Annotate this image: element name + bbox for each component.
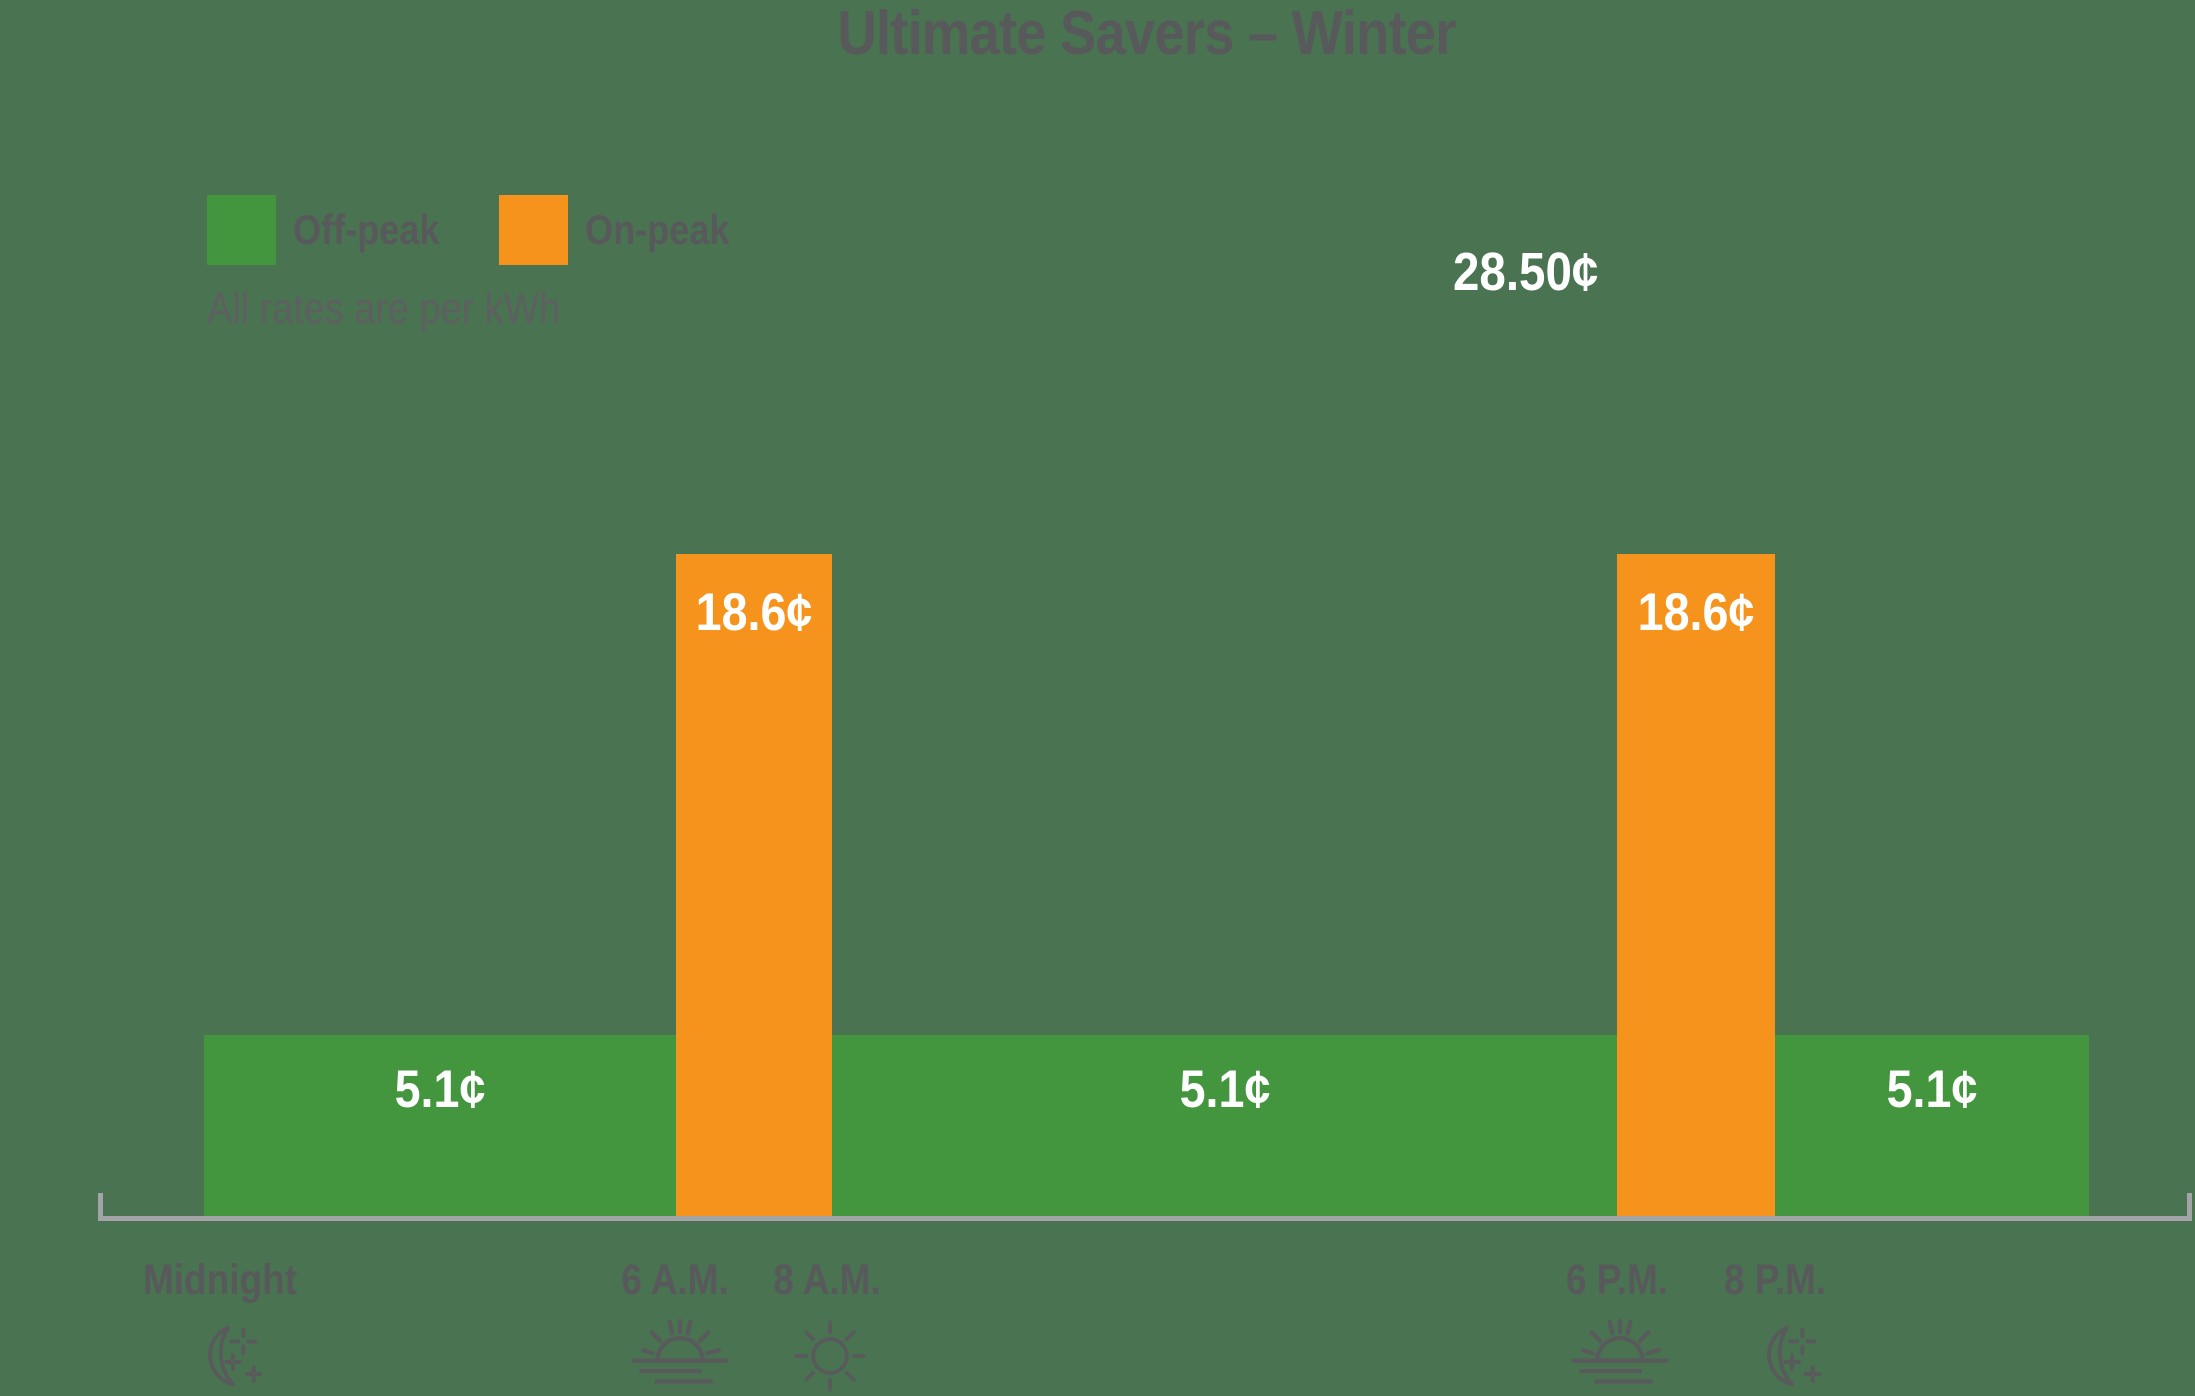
- bar-value-label: 5.1¢: [394, 1060, 486, 1119]
- legend-swatch-off-peak: [207, 195, 276, 265]
- moon-stars-icon: [208, 1325, 263, 1387]
- x-axis-line: [98, 1216, 2192, 1221]
- x-axis-right-tick: [2187, 1193, 2192, 1221]
- sunset-icon: [1571, 1318, 1669, 1384]
- x-axis-left-tick: [98, 1193, 103, 1221]
- moon-stars-icon: [1767, 1325, 1822, 1387]
- rates-note: All rates are per kWh: [207, 284, 561, 333]
- sun-icon: [794, 1320, 866, 1392]
- bar-off-peak-8pm-midnight: 5.1¢: [1775, 1035, 2089, 1216]
- chart-title: Ultimate Savers – Winter: [837, 0, 1456, 68]
- legend-item-on-peak: On-peak: [499, 195, 753, 265]
- legend-item-off-peak: Off-peak: [207, 195, 463, 265]
- bar-value-label: 18.6¢: [695, 583, 813, 642]
- axis-tick-label-6am: 6 A.M.: [621, 1256, 729, 1304]
- sunrise-icon: [631, 1318, 729, 1384]
- bar-on-peak-6pm-8pm: 18.6¢: [1617, 554, 1775, 1216]
- axis-tick-label-midnight: Midnight: [142, 1256, 298, 1304]
- axis-tick-label-6pm: 6 P.M.: [1565, 1256, 1669, 1304]
- axis-tick-label-8pm: 8 P.M.: [1723, 1256, 1827, 1304]
- bar-off-peak-midnight-6am: 5.1¢: [204, 1035, 676, 1216]
- legend-label-on-peak: On-peak: [585, 206, 730, 253]
- critical-peak-label: 28.50¢: [1453, 242, 1599, 302]
- legend-swatch-on-peak: [499, 195, 568, 265]
- bar-value-label: 18.6¢: [1637, 583, 1755, 642]
- legend-label-off-peak: Off-peak: [293, 206, 440, 253]
- bar-off-peak-8am-6pm: 5.1¢: [832, 1035, 1617, 1216]
- axis-tick-label-8am: 8 A.M.: [773, 1256, 881, 1304]
- bar-on-peak-6am-8am: 18.6¢: [676, 554, 832, 1216]
- bar-value-label: 5.1¢: [1179, 1060, 1270, 1119]
- bar-value-label: 5.1¢: [1886, 1060, 1978, 1119]
